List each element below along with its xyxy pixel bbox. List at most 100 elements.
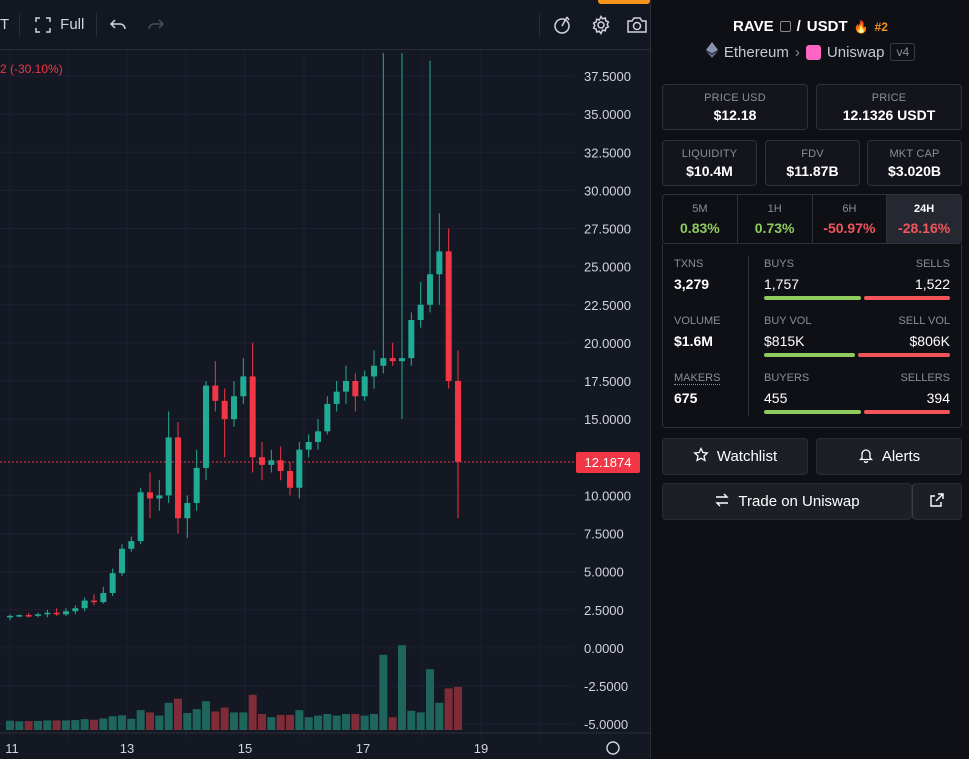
- y-axis-tick-label: 27.5000: [584, 222, 631, 237]
- toolbar-divider: [19, 12, 21, 37]
- price-native-box: PRICE 12.1326 USDT: [816, 84, 962, 130]
- y-axis-tick-label: 2.5000: [584, 603, 624, 618]
- external-link-button[interactable]: [912, 483, 962, 520]
- volume-bar: [398, 645, 406, 730]
- candle-body: [81, 600, 88, 609]
- volume-bar: [267, 717, 276, 730]
- tab-6h[interactable]: 6H -50.97%: [813, 195, 888, 243]
- sells-value: 1,522: [914, 276, 950, 292]
- candle-body: [287, 470, 293, 488]
- candle-body: [305, 442, 312, 450]
- volume-bar: [24, 721, 33, 730]
- candle-body: [371, 365, 377, 377]
- txns-label: TXNS: [674, 258, 704, 270]
- candlestick-chart[interactable]: 37.5000 35.0000 32.5000 30.0000 27.5000 25.00…: [0, 50, 650, 759]
- indicator-icon[interactable]: [552, 14, 574, 36]
- candle-body: [408, 320, 415, 359]
- volume-bar: [304, 717, 313, 730]
- volume-bar: [379, 654, 388, 730]
- y-axis-tick-label: 37.5000: [584, 69, 631, 84]
- flame-icon: 🔥: [853, 19, 869, 34]
- volume-bar: [211, 711, 220, 730]
- chart-pane[interactable]: T Full: [0, 0, 650, 759]
- buys-ratio-bar: [764, 296, 861, 300]
- chain-row: Ethereum › Uniswap v4: [651, 42, 969, 62]
- trade-button[interactable]: Trade on Uniswap: [662, 483, 912, 520]
- candle-body: [203, 385, 209, 468]
- volume-bar: [155, 715, 164, 730]
- volume-bar: [192, 709, 201, 730]
- dex-name[interactable]: Uniswap: [826, 43, 885, 61]
- candle-body: [455, 381, 461, 462]
- sellers-label: SELLERS: [900, 372, 950, 384]
- volume-bar: [435, 702, 444, 730]
- y-axis-tick-label: 7.5000: [584, 527, 624, 542]
- version-badge: v4: [890, 43, 916, 61]
- gear-icon[interactable]: [590, 14, 612, 36]
- volume-bar: [80, 719, 89, 730]
- redo-icon[interactable]: [145, 14, 167, 36]
- price-usd-box: PRICE USD $12.18: [662, 84, 808, 130]
- candle-body: [184, 503, 191, 519]
- price-native-value: 12.1326 USDT: [842, 107, 936, 123]
- volume-bar: [15, 721, 24, 730]
- buyers-label: BUYERS: [764, 372, 810, 384]
- candle-body: [352, 381, 359, 397]
- chart-toolbar: T Full: [0, 0, 650, 50]
- price-usd-value: $12.18: [713, 107, 757, 123]
- bell-icon: [858, 447, 874, 467]
- alerts-label: Alerts: [881, 448, 921, 465]
- pair-title: RAVE / USDT 🔥 #2: [651, 18, 969, 35]
- x-axis-tick-label: 15: [238, 741, 252, 756]
- volume-bar: [34, 721, 42, 730]
- buys-label: BUYS: [764, 258, 794, 270]
- external-link-icon: [930, 492, 944, 511]
- volume-bar: [407, 710, 416, 730]
- y-axis-tick-label: -2.5000: [584, 679, 628, 694]
- candle-body: [212, 385, 219, 401]
- stats-divider: [748, 256, 749, 416]
- buy-vol-value: $815K: [764, 333, 805, 349]
- x-axis-tick-label: 17: [356, 741, 370, 756]
- fullscreen-label: Full: [60, 16, 85, 33]
- trending-rank: #2: [874, 19, 888, 34]
- candle-body: [445, 251, 452, 381]
- fdv-value: $11.87B: [786, 163, 839, 179]
- x-axis-tick-label: 11: [5, 741, 19, 756]
- candle-body: [380, 358, 387, 366]
- pair-separator: /: [796, 18, 801, 35]
- candle-body: [25, 615, 32, 617]
- sellers-value: 394: [926, 390, 950, 406]
- candle-body: [175, 437, 181, 519]
- alerts-button[interactable]: Alerts: [816, 438, 962, 475]
- copy-icon[interactable]: [779, 21, 791, 32]
- candle-body: [165, 437, 172, 496]
- tab-1h[interactable]: 1H 0.73%: [738, 195, 813, 243]
- tab-5m[interactable]: 5M 0.83%: [663, 195, 738, 243]
- tab-24h[interactable]: 24H -28.16%: [887, 195, 961, 243]
- tab-6h-value: -50.97%: [823, 220, 876, 236]
- candle-body: [361, 376, 368, 397]
- fullscreen-button[interactable]: Full: [32, 14, 84, 36]
- y-axis-tick-label: 30.0000: [584, 183, 631, 198]
- fdv-box: FDV $11.87B: [765, 140, 860, 186]
- volume-bar: [202, 701, 210, 730]
- makers-label: MAKERS: [674, 372, 721, 385]
- current-price-tag: 12.1874: [576, 452, 640, 473]
- undo-icon[interactable]: [107, 14, 129, 36]
- volume-bar: [220, 707, 229, 730]
- tab-24h-value: -28.16%: [898, 220, 951, 236]
- sell-vol-value: $806K: [909, 333, 950, 349]
- sells-label: SELLS: [915, 258, 950, 270]
- y-axis-tick-label: -5.0000: [584, 717, 628, 732]
- camera-icon[interactable]: [626, 14, 648, 36]
- candle-body: [240, 376, 247, 397]
- ethereum-icon: [705, 42, 718, 62]
- chain-name[interactable]: Ethereum: [723, 43, 789, 61]
- volume-bar: [370, 714, 378, 730]
- liquidity-label: LIQUIDITY: [681, 148, 738, 160]
- volume-bar: [351, 714, 360, 730]
- star-icon: [693, 446, 709, 467]
- candle-body: [193, 467, 200, 503]
- watchlist-button[interactable]: Watchlist: [662, 438, 808, 475]
